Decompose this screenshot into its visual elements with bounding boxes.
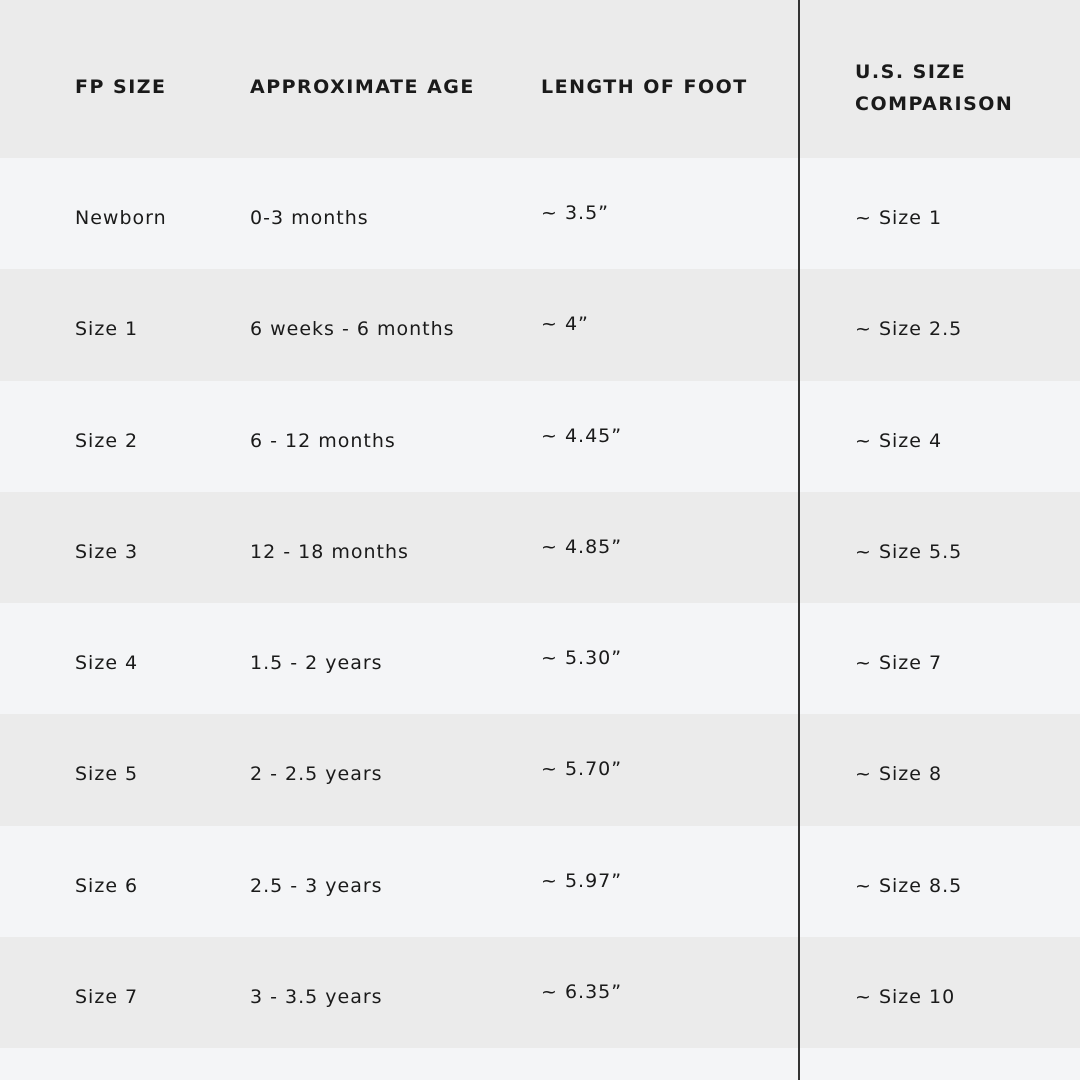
header-cell: APPROXIMATE AGE <box>250 76 475 98</box>
table-cell: Size 7 <box>75 985 139 1008</box>
table-cell: 2 - 2.5 years <box>250 763 383 786</box>
table-cell: Size 6 <box>75 874 139 897</box>
table-cell: ~ 5.70” <box>541 758 623 781</box>
table-cell: Size 2 <box>75 429 139 452</box>
table-row <box>0 714 1080 826</box>
table-cell: ~ Size 8 <box>855 763 943 786</box>
header-cell: FP SIZE <box>75 76 167 98</box>
table-cell: ~ Size 10 <box>855 985 956 1008</box>
table-cell: ~ Size 4 <box>855 429 943 452</box>
header-cell: LENGTH OF FOOT <box>541 76 748 98</box>
table-cell: ~ Size 5.5 <box>855 540 963 563</box>
column-divider <box>798 0 800 1080</box>
table-cell: 12 - 18 months <box>250 540 409 563</box>
table-cell: ~ 4.45” <box>541 424 623 447</box>
table-cell: ~ 4” <box>541 313 589 336</box>
header-cell: U.S. SIZE COMPARISON <box>855 61 1014 115</box>
table-cell: 2.5 - 3 years <box>250 874 383 897</box>
table-cell: ~ 5.30” <box>541 647 623 669</box>
table-cell: Size 5 <box>75 763 139 786</box>
table-row <box>0 269 1080 381</box>
table-cell: 6 - 12 months <box>250 429 396 452</box>
table-cell: ~ Size 1 <box>855 207 943 229</box>
table-cell: 3 - 3.5 years <box>250 985 383 1008</box>
table-cell: Size 4 <box>75 652 139 674</box>
table-cell: Newborn <box>75 207 167 229</box>
table-cell: 0-3 months <box>250 207 369 229</box>
table-row <box>0 158 1080 270</box>
table-row <box>0 936 1080 1048</box>
table-cell: ~ Size 8.5 <box>855 874 963 897</box>
table-cell: ~ 6.35” <box>541 980 623 1003</box>
table-row <box>0 380 1080 492</box>
table-cell: ~ 4.85” <box>541 535 623 558</box>
table-cell: 1.5 - 2 years <box>250 652 383 674</box>
table-row <box>0 825 1080 937</box>
table-row <box>0 603 1080 715</box>
table-cell: Size 1 <box>75 318 139 341</box>
table-cell: ~ Size 2.5 <box>855 318 963 341</box>
table-cell: Size 3 <box>75 540 139 563</box>
table-cell: ~ 3.5” <box>541 202 610 224</box>
table-row <box>0 491 1080 603</box>
table-cell: ~ 5.97” <box>541 869 623 892</box>
header-row <box>0 0 1080 158</box>
table-cell: ~ Size 7 <box>855 652 943 674</box>
table-cell: 6 weeks - 6 months <box>250 318 455 341</box>
